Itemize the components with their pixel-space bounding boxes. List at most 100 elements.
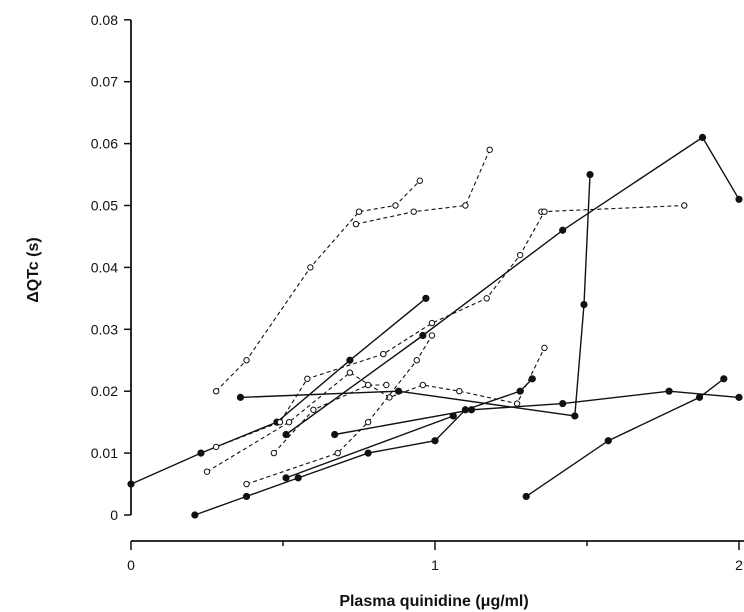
open-data-point xyxy=(310,406,317,413)
y-tick-label: 0.06 xyxy=(91,136,118,152)
filled-data-point xyxy=(236,393,245,401)
filled-data-point xyxy=(127,480,135,488)
filled-data-point xyxy=(735,393,743,401)
filled-data-point xyxy=(528,375,536,383)
y-tick-label: 0.04 xyxy=(91,259,118,275)
filled-data-point xyxy=(580,300,588,309)
open-data-point xyxy=(386,394,393,401)
filled-data-point xyxy=(242,492,251,501)
series-12 xyxy=(203,344,548,475)
open-data-point xyxy=(392,202,399,209)
dashed-series-line xyxy=(215,211,545,448)
filled-data-point xyxy=(346,356,354,364)
solid-series-line xyxy=(194,378,533,516)
open-data-point xyxy=(364,418,372,426)
open-data-point xyxy=(462,202,469,209)
series-10 xyxy=(538,202,688,215)
open-data-point xyxy=(355,208,363,215)
y-axis-title: ΔQTc (s) xyxy=(25,237,42,302)
filled-data-point xyxy=(586,170,594,179)
series-8 xyxy=(212,177,423,395)
filled-data-point xyxy=(422,294,430,302)
open-data-point xyxy=(419,381,427,389)
filled-data-point xyxy=(191,511,199,519)
open-data-point xyxy=(243,357,250,364)
dashed-series-line xyxy=(206,347,545,473)
open-data-point xyxy=(681,202,688,209)
open-data-point xyxy=(285,418,293,426)
open-data-point xyxy=(304,375,311,383)
y-tick-label: 0 xyxy=(110,507,118,523)
filled-data-point xyxy=(665,387,673,395)
filled-data-point xyxy=(571,412,579,420)
series-layer xyxy=(127,133,743,519)
open-data-point xyxy=(364,381,372,389)
y-ticks: 0 0.01 0.02 0.03 0.04 0.05 0.06 0.07 0.08 xyxy=(91,12,131,523)
open-data-point xyxy=(334,449,341,457)
open-data-point xyxy=(212,443,220,451)
x-tick-label: 2 xyxy=(735,557,743,573)
filled-data-point xyxy=(294,474,302,482)
filled-data-point xyxy=(419,331,427,340)
x-axis-title: Plasma quinidine (μg/ml) xyxy=(339,593,528,610)
open-data-point xyxy=(486,146,493,153)
series-2 xyxy=(191,375,536,519)
open-data-point xyxy=(541,344,548,352)
series-14 xyxy=(270,381,390,457)
series-11 xyxy=(212,208,548,451)
filled-data-point xyxy=(720,375,728,383)
filled-data-point xyxy=(604,437,612,445)
y-tick-label: 0.03 xyxy=(91,321,118,337)
series-9 xyxy=(352,146,493,228)
open-data-point xyxy=(413,357,420,364)
series-7 xyxy=(522,375,728,501)
open-data-point xyxy=(456,388,463,395)
open-data-point xyxy=(352,220,360,228)
open-data-point xyxy=(516,251,524,259)
y-tick-label: 0.08 xyxy=(91,12,118,28)
filled-data-point xyxy=(559,226,567,234)
x-tick-label: 0 xyxy=(127,557,135,573)
open-data-point xyxy=(383,381,390,389)
filled-data-point xyxy=(695,393,704,401)
dashed-series-line xyxy=(273,384,387,454)
filled-data-point xyxy=(735,195,743,203)
dashed-series-line xyxy=(355,149,491,225)
open-data-point xyxy=(243,480,250,488)
open-data-point xyxy=(541,208,548,215)
y-tick-label: 0.05 xyxy=(91,198,118,214)
solid-series-line xyxy=(334,390,740,436)
open-data-point xyxy=(416,177,423,184)
open-data-point xyxy=(483,295,490,302)
open-data-point xyxy=(203,468,211,475)
solid-series-line xyxy=(285,415,454,479)
dashed-series-line xyxy=(215,180,421,392)
axes xyxy=(130,20,744,542)
series-5 xyxy=(282,412,457,482)
dashed-series-line xyxy=(246,335,433,485)
filled-data-point xyxy=(467,406,476,414)
open-data-point xyxy=(428,319,436,327)
open-data-point xyxy=(428,332,436,339)
open-data-point xyxy=(410,208,417,215)
series-3 xyxy=(236,170,594,420)
filled-data-point xyxy=(698,133,707,142)
filled-data-point xyxy=(331,430,339,439)
open-data-point xyxy=(270,449,278,457)
filled-data-point xyxy=(197,449,205,457)
x-ticks: 0 1 2 xyxy=(127,541,743,573)
filled-data-point xyxy=(282,474,290,482)
open-data-point xyxy=(307,264,314,271)
solid-series-line xyxy=(525,378,725,497)
filled-data-point xyxy=(282,430,290,439)
filled-data-point xyxy=(394,387,403,395)
series-13 xyxy=(243,332,436,488)
open-data-point xyxy=(513,400,521,407)
filled-data-point xyxy=(522,492,530,501)
filled-data-point xyxy=(364,449,372,457)
open-data-point xyxy=(276,418,284,426)
y-tick-label: 0.01 xyxy=(91,445,118,461)
open-data-point xyxy=(212,388,220,395)
dashed-series-line xyxy=(541,204,685,213)
x-tick-label: 1 xyxy=(431,557,439,573)
